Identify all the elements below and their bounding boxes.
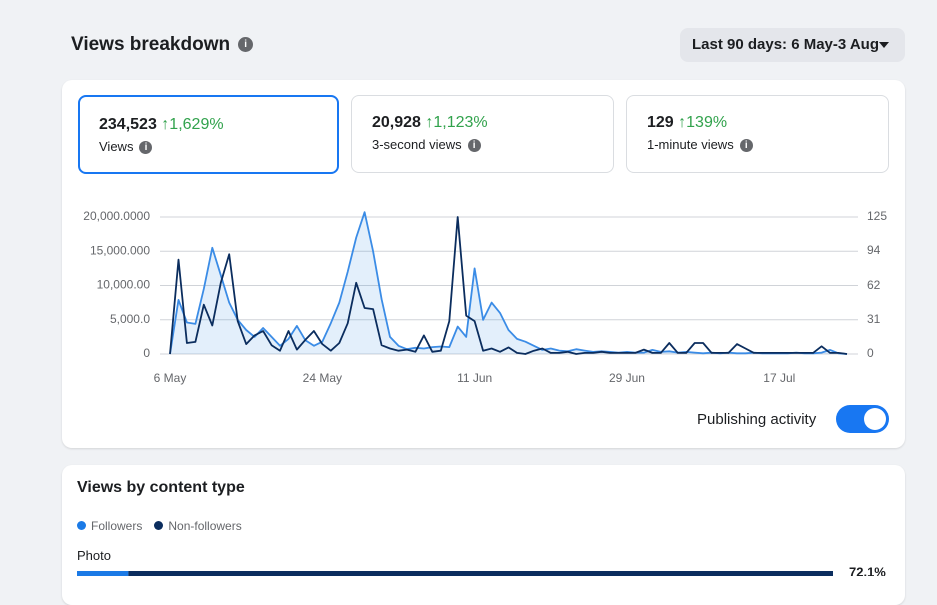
stat-change: ↑1,629% — [161, 116, 224, 133]
line-chart: 20,000.0000 15,000.000 10,000.00 5,000.0 0 12… — [83, 209, 887, 385]
stat-change: ↑139% — [678, 114, 728, 131]
legend-dot — [154, 521, 164, 530]
section-title: Views by content type — [77, 479, 245, 496]
page-title: Views breakdown i — [71, 34, 254, 56]
legend-item: Followers — [77, 519, 142, 533]
x-tick-label: 24 May — [303, 371, 342, 385]
x-tick-label: 11 Jun — [457, 371, 492, 385]
stat-change-text: 139% — [686, 114, 728, 131]
series-line — [169, 216, 848, 355]
y-tick-label: 10,000.00 — [97, 278, 151, 292]
stat-value: 234,523 — [99, 116, 157, 133]
toggle-knob — [864, 408, 886, 430]
x-tick-label: 17 Jul — [763, 371, 795, 385]
y-tick-label: 20,000.0000 — [83, 209, 150, 223]
stat-card[interactable]: 20,928 ↑1,123% 3-second views i — [351, 95, 614, 173]
x-tick-label: 6 May — [154, 371, 187, 385]
stat-value: 20,928 — [372, 114, 421, 131]
bar-total-label: 72.1% — [849, 564, 886, 576]
y2-tick-label: 31 — [867, 312, 881, 326]
bar-segment — [128, 571, 833, 576]
bar-chart: 72.1% — [77, 564, 886, 576]
stat-label: 3-second views — [372, 137, 462, 152]
stat-card[interactable]: 234,523 ↑1,629% Views i — [78, 95, 339, 174]
bar-segment — [77, 571, 129, 576]
info-icon[interactable]: i — [238, 37, 254, 53]
stat-value: 129 — [647, 114, 674, 131]
caret — [879, 42, 889, 48]
toggle-label: Publishing activity — [697, 411, 817, 428]
date-range: Last 90 days: 6 May-3 Aug — [692, 36, 880, 53]
y-tick-label: 15,000.000 — [90, 243, 150, 257]
info-icon[interactable]: i — [139, 141, 153, 155]
y-tick-label: 0 — [143, 346, 150, 360]
info-icon[interactable]: i — [467, 139, 481, 153]
stat-change-text: 1,123% — [433, 114, 488, 131]
legend: Followers Non-followers — [77, 519, 242, 533]
y2-tick-label: 0 — [867, 346, 874, 360]
legend-item: Non-followers — [154, 519, 242, 533]
stat-change-text: 1,629% — [169, 116, 224, 133]
x-tick-label: 29 Jun — [609, 371, 645, 385]
page: Views breakdown i Last 90 days: 6 May-3 A… — [62, 28, 905, 605]
legend-label: Non-followers — [168, 519, 242, 533]
legend-dot — [77, 521, 86, 530]
y2-tick-label: 125 — [867, 209, 887, 223]
stat-label: 1-minute views — [647, 137, 734, 152]
stat-change: ↑1,123% — [425, 114, 488, 131]
category-label: Photo — [77, 548, 111, 563]
toggle[interactable] — [836, 405, 889, 433]
y2-tick-label: 62 — [867, 278, 881, 292]
date-dropdown[interactable]: Last 90 days: 6 May-3 Aug — [680, 28, 905, 62]
legend-label: Followers — [91, 519, 143, 533]
stat-card[interactable]: 129 ↑139% 1-minute views i — [626, 95, 889, 173]
info-icon[interactable]: i — [739, 139, 753, 153]
stat-label: Views — [99, 139, 134, 154]
y-tick-label: 5,000.0 — [110, 312, 150, 326]
series-area — [170, 212, 847, 354]
title-text: Views breakdown — [71, 34, 231, 55]
y2-tick-label: 94 — [867, 243, 881, 257]
